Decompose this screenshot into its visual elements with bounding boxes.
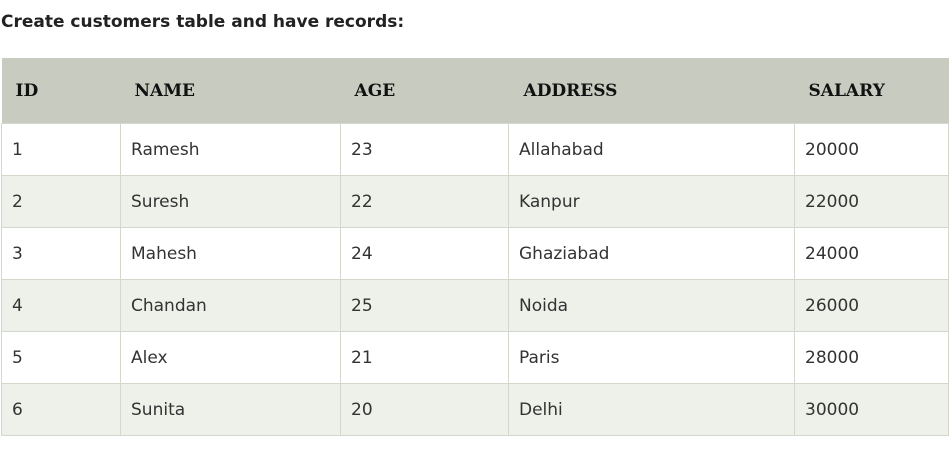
cell-id: 2	[1, 175, 121, 228]
cell-id: 5	[1, 331, 121, 384]
cell-salary: 20000	[794, 123, 949, 176]
column-header-salary: SALARY	[794, 58, 949, 124]
table-row: 5 Alex 21 Paris 28000	[1, 331, 949, 384]
customers-table: ID NAME AGE ADDRESS SALARY 1 Ramesh 23 A…	[1, 58, 949, 436]
cell-address: Kanpur	[508, 175, 795, 228]
cell-age: 20	[340, 383, 509, 436]
cell-id: 6	[1, 383, 121, 436]
column-header-age: AGE	[340, 58, 509, 124]
cell-age: 24	[340, 227, 509, 280]
cell-salary: 30000	[794, 383, 949, 436]
page-heading: Create customers table and have records:	[1, 12, 405, 32]
cell-address: Allahabad	[508, 123, 795, 176]
table-row: 1 Ramesh 23 Allahabad 20000	[1, 123, 949, 176]
cell-salary: 28000	[794, 331, 949, 384]
cell-age: 25	[340, 279, 509, 332]
cell-id: 3	[1, 227, 121, 280]
cell-name: Mahesh	[120, 227, 341, 280]
cell-name: Suresh	[120, 175, 341, 228]
cell-name: Alex	[120, 331, 341, 384]
column-header-address: ADDRESS	[508, 58, 795, 124]
cell-name: Ramesh	[120, 123, 341, 176]
table-row: 6 Sunita 20 Delhi 30000	[1, 383, 949, 436]
cell-name: Chandan	[120, 279, 341, 332]
cell-address: Delhi	[508, 383, 795, 436]
table-row: 4 Chandan 25 Noida 26000	[1, 279, 949, 332]
cell-age: 22	[340, 175, 509, 228]
cell-salary: 22000	[794, 175, 949, 228]
cell-address: Noida	[508, 279, 795, 332]
cell-age: 21	[340, 331, 509, 384]
cell-age: 23	[340, 123, 509, 176]
table-header-row: ID NAME AGE ADDRESS SALARY	[1, 58, 949, 124]
cell-id: 4	[1, 279, 121, 332]
cell-name: Sunita	[120, 383, 341, 436]
table-row: 3 Mahesh 24 Ghaziabad 24000	[1, 227, 949, 280]
table-row: 2 Suresh 22 Kanpur 22000	[1, 175, 949, 228]
column-header-id: ID	[1, 58, 121, 124]
cell-address: Paris	[508, 331, 795, 384]
cell-address: Ghaziabad	[508, 227, 795, 280]
column-header-name: NAME	[120, 58, 341, 124]
cell-salary: 26000	[794, 279, 949, 332]
cell-id: 1	[1, 123, 121, 176]
cell-salary: 24000	[794, 227, 949, 280]
